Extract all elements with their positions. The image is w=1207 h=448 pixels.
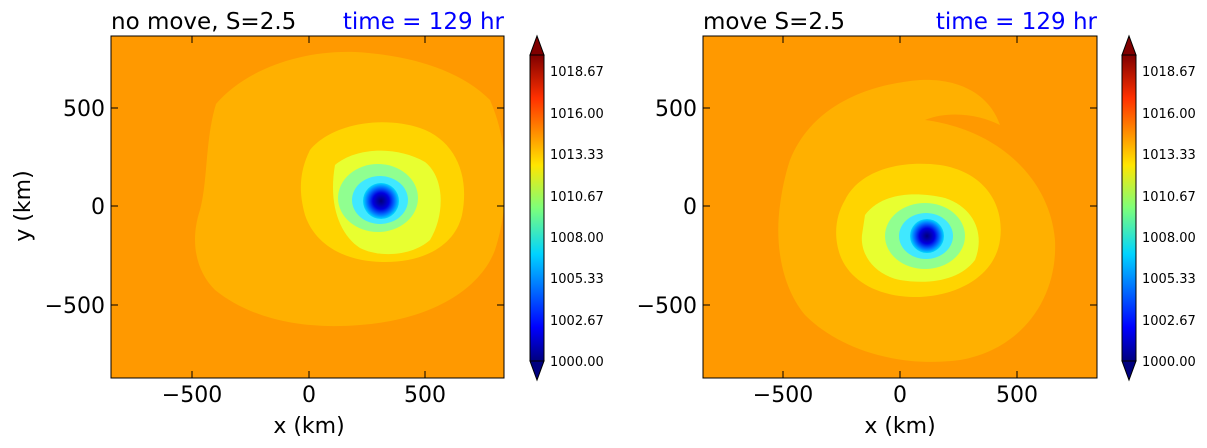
plot-frame [110,35,505,379]
colorbar-tick-label: 1002.67 [550,314,604,329]
colorbar-tick-label: 1010.67 [1142,190,1196,205]
vortex-eye [910,219,944,253]
y-axis: 500 0 −500 y (km) [11,97,504,319]
colorbar-tick-label: 1010.67 [550,190,604,205]
x-axis: −500 0 500 x (km) [753,36,1038,439]
colorbar-tick-label: 1018.67 [1142,65,1196,80]
colorbar-tick-label: 1005.33 [1142,272,1196,287]
y-axis-label: y (km) [11,170,36,241]
x-tick-label: −500 [162,383,222,408]
pressure-field [111,36,504,378]
colorbar: 1018.67 1016.00 1013.33 1010.67 1008.00 … [1121,34,1196,382]
colorbar-tick-label: 1000.00 [1142,355,1196,370]
colorbar-tick-label: 1008.00 [550,231,604,246]
colorbar-body [1121,54,1137,362]
colorbar: 1018.67 1016.00 1013.33 1010.67 1008.00 … [529,34,604,382]
panel-no-move: no move, S=2.5 time = 129 hr 500 0 −500 … [11,9,604,439]
y-tick-label: −500 [637,294,697,319]
y-axis: 500 0 −500 [637,97,1097,319]
panel-title: no move, S=2.5 [111,9,296,35]
x-tick-label: −500 [753,383,813,408]
x-tick-label: 500 [996,383,1038,408]
colorbar-tick-label: 1005.33 [550,272,604,287]
x-axis: −500 0 500 x (km) [162,36,446,439]
vortex-eye [363,183,399,219]
colorbar-tick-label: 1013.33 [1142,148,1196,163]
colorbar-tick-label: 1013.33 [550,148,604,163]
colorbar-tick-label: 1018.67 [550,65,604,80]
colorbar-max-extend [529,34,545,56]
y-tick-label: 500 [655,97,697,122]
x-tick-label: 0 [302,383,316,408]
colorbar-min-extend [1121,360,1137,382]
y-tick-label: 500 [63,97,105,122]
time-label: time = 129 hr [936,9,1098,35]
x-tick-label: 0 [893,383,907,408]
colorbar-tick-label: 1016.00 [1142,107,1196,122]
x-axis-label: x (km) [273,414,344,439]
colorbar-body [529,54,545,362]
panel-title: move S=2.5 [703,9,845,35]
y-tick-label: −500 [45,294,105,319]
colorbar-min-extend [529,360,545,382]
colorbar-tick-label: 1002.67 [1142,314,1196,329]
x-tick-label: 500 [404,383,446,408]
panel-move: move S=2.5 time = 129 hr 500 0 −500 [637,9,1196,439]
colorbar-tick-label: 1008.00 [1142,231,1196,246]
x-axis-label: x (km) [864,414,935,439]
pressure-field [703,36,1097,378]
time-label: time = 129 hr [343,9,505,35]
colorbar-tick-label: 1016.00 [550,107,604,122]
y-tick-label: 0 [91,195,105,220]
colorbar-tick-label: 1000.00 [550,355,604,370]
colorbar-max-extend [1121,34,1137,56]
y-tick-label: 0 [683,195,697,220]
